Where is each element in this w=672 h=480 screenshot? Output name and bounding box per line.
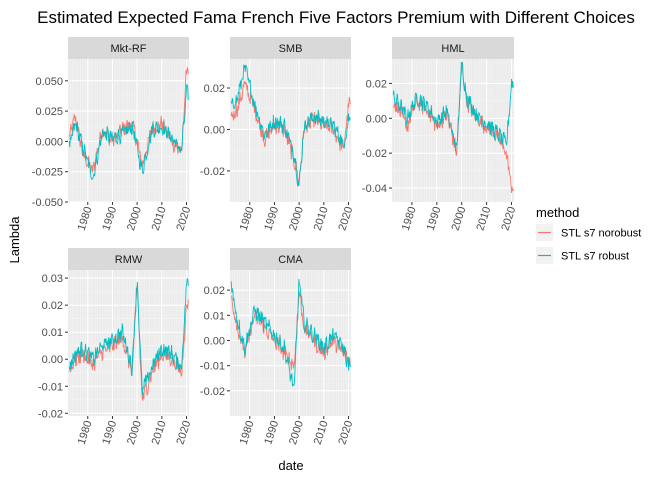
- y-tick-label: -0.01: [200, 361, 225, 373]
- series-line-norobust: [69, 286, 189, 401]
- series-line-robust: [68, 84, 189, 181]
- chart-title: Estimated Expected Fama French Five Fact…: [37, 8, 635, 27]
- x-tick-label: 2010: [150, 419, 169, 446]
- x-tick-label: 1990: [262, 419, 281, 446]
- y-tick-label: 0.02: [366, 78, 387, 90]
- legend-label: STL s7 robust: [561, 251, 629, 263]
- x-tick-label: 2010: [474, 205, 493, 232]
- legend-entry: STL s7 norobust: [536, 224, 641, 241]
- x-tick-label: 1980: [238, 205, 257, 232]
- y-tick-label: 0.000: [35, 136, 63, 148]
- x-tick-label: 1990: [425, 205, 444, 232]
- y-tick-label: -0.050: [32, 197, 63, 209]
- x-tick-label: 1990: [100, 419, 119, 446]
- x-tick-label: 2020: [174, 205, 193, 232]
- facet-strip: [392, 37, 514, 59]
- facet-mkt-rf: Mkt-RF 0.050 0.025 0.000 -0.025 -0.050 1980 199…: [32, 37, 193, 232]
- x-tick-label: 1980: [76, 205, 95, 232]
- y-tick-label: -0.04: [362, 183, 387, 195]
- facet-strip: [68, 37, 189, 59]
- facet-strip: [230, 248, 351, 270]
- x-tick-label: 1990: [100, 205, 119, 232]
- y-tick-label: 0.02: [42, 300, 63, 312]
- x-tick-label: 2010: [312, 419, 331, 446]
- facet-strip-label: SMB: [279, 43, 303, 55]
- x-tick-label: 2010: [150, 205, 169, 232]
- y-tick-label: 0.00: [366, 113, 387, 125]
- x-tick-label: 2000: [450, 205, 469, 232]
- series-line-robust: [230, 279, 351, 387]
- x-tick-label: 2000: [125, 419, 144, 446]
- facet-panels: Mkt-RF 0.050 0.025 0.000 -0.025 -0.050 1980 199…: [32, 37, 518, 446]
- x-tick-label: 1980: [238, 419, 257, 446]
- facet-strip-label: CMA: [278, 254, 303, 266]
- y-tick-label: 0.02: [204, 285, 225, 297]
- series-line-robust: [230, 64, 351, 187]
- y-tick-label: -0.02: [362, 148, 387, 160]
- facet-smb: SMB 0.02 0.00 -0.02 1980 1990 2000 2010 2020: [200, 37, 355, 232]
- facet-strip: [68, 248, 189, 270]
- panel-background: [392, 59, 514, 202]
- y-tick-label: 0.03: [42, 273, 63, 285]
- y-tick-label: 0.00: [204, 335, 225, 347]
- x-tick-label: 1990: [262, 205, 281, 232]
- x-tick-label: 2020: [174, 419, 193, 446]
- y-tick-label: 0.01: [204, 310, 225, 322]
- x-tick-label: 1980: [76, 419, 95, 446]
- y-tick-label: -0.02: [38, 408, 63, 420]
- legend: method STL s7 norobust STL s7 robust: [536, 205, 641, 264]
- y-tick-label: 0.00: [204, 124, 225, 136]
- y-tick-label: -0.025: [32, 167, 63, 179]
- legend-label: STL s7 norobust: [561, 228, 641, 240]
- legend-entry: STL s7 robust: [536, 247, 629, 264]
- legend-title: method: [536, 205, 579, 220]
- y-tick-label: 0.025: [35, 106, 63, 118]
- facet-rmw: RMW 0.03 0.02 0.01 0.00 -0.01 -0.02 1980 1990 200…: [38, 248, 193, 446]
- x-tick-label: 2000: [287, 419, 306, 446]
- x-tick-label: 2020: [336, 205, 355, 232]
- x-tick-label: 2000: [287, 205, 306, 232]
- y-axis-title: Lambda: [7, 216, 22, 264]
- x-tick-label: 2020: [499, 205, 518, 232]
- facet-strip-label: Mkt-RF: [110, 43, 146, 55]
- y-tick-label: -0.02: [200, 386, 225, 398]
- series-line-robust: [392, 61, 514, 152]
- y-tick-label: -0.02: [200, 166, 225, 178]
- series-line-robust: [68, 278, 189, 396]
- facet-hml: HML 0.02 0.00 -0.02 -0.04 1980 1990 2000 2010 202…: [362, 37, 518, 232]
- x-tick-label: 2010: [312, 205, 331, 232]
- y-tick-label: 0.01: [42, 327, 63, 339]
- facet-cma: CMA 0.02 0.01 0.00 -0.01 -0.02 1980 1990 2000 201…: [200, 248, 355, 446]
- x-tick-label: 2020: [336, 419, 355, 446]
- y-tick-label: -0.01: [38, 381, 63, 393]
- x-axis-title: date: [278, 458, 303, 473]
- y-tick-label: 0.00: [42, 354, 63, 366]
- x-tick-label: 2000: [125, 205, 144, 232]
- facet-strip: [230, 37, 351, 59]
- facet-strip-label: HML: [441, 43, 464, 55]
- y-tick-label: 0.02: [204, 83, 225, 95]
- x-tick-label: 1980: [400, 205, 419, 232]
- facet-strip-label: RMW: [115, 254, 143, 266]
- y-tick-label: 0.050: [35, 76, 63, 88]
